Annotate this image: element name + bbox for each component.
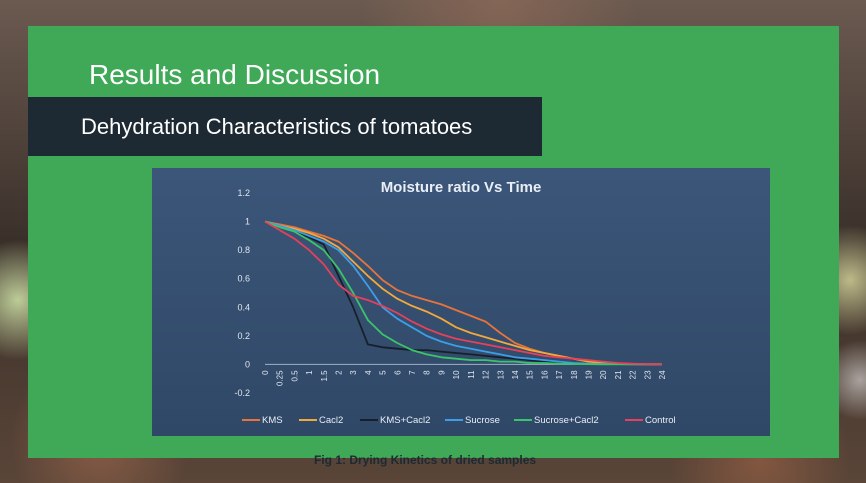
x-tick-label: 24: [658, 370, 667, 379]
x-tick-label: 1.5: [320, 370, 329, 382]
x-tick-label: 13: [496, 370, 505, 379]
x-tick-label: 16: [540, 370, 549, 379]
x-tick-label: 14: [511, 370, 520, 379]
legend-label: Control: [645, 415, 676, 426]
legend-label: Sucrose+Cacl2: [534, 415, 599, 426]
x-tick-label: 22: [629, 370, 638, 379]
x-tick-label: 8: [423, 370, 432, 375]
y-tick-label: 0.8: [237, 245, 250, 255]
y-tick-label: 1: [245, 217, 250, 227]
x-tick-label: 3: [349, 370, 358, 375]
legend-label: KMS+Cacl2: [380, 415, 430, 426]
x-tick-label: 23: [643, 370, 652, 379]
x-tick-label: 9: [437, 370, 446, 375]
y-tick-label: 0.4: [237, 302, 250, 312]
x-tick-label: 0.25: [276, 370, 285, 386]
y-tick-label: 0.2: [237, 331, 250, 341]
x-tick-label: 19: [584, 370, 593, 379]
slide: Dehydration Characteristics of tomatoes …: [28, 26, 839, 467]
x-tick-label: 0.5: [290, 370, 299, 382]
x-tick-label: 20: [599, 370, 608, 379]
moisture-ratio-chart: Moisture ratio Vs Time 1.2 1 0.8 0.6 0.4 0.2 0…: [234, 179, 676, 426]
y-tick-label: 1.2: [237, 188, 250, 198]
x-tick-label: 10: [452, 370, 461, 379]
series-lines: [264, 220, 663, 366]
x-tick-label: 6: [393, 370, 402, 375]
series-line-control: [264, 220, 663, 366]
series-line-cacl2: [264, 220, 662, 366]
chart-panel: Moisture ratio Vs Time 1.2 1 0.8 0.6 0.4 0.2 0…: [152, 168, 770, 436]
x-tick-label: 18: [570, 370, 579, 379]
series-line-sucrose: [264, 220, 662, 366]
x-tick-label: 11: [467, 370, 476, 379]
chart-title: Moisture ratio Vs Time: [381, 179, 542, 196]
legend-label: Sucrose: [465, 415, 500, 426]
legend-label: Cacl2: [319, 415, 343, 426]
y-tick-label: -0.2: [234, 388, 250, 398]
x-tick-label: 4: [364, 370, 373, 375]
slide-title: Results and Discussion: [89, 59, 381, 90]
x-axis: 0 0.25 0.5 1 1.5 2 3 4 5 6 7 8 9 10 11 12 13 14 15 16 17 18 19…: [261, 370, 667, 386]
x-tick-label: 12: [482, 370, 491, 379]
x-tick-label: 5: [379, 370, 388, 375]
slide-subtitle: Dehydration Characteristics of tomatoes: [81, 114, 473, 139]
legend-label: KMS: [262, 415, 283, 426]
legend: KMS Cacl2 KMS+Cacl2 Sucrose Sucrose+Cacl2 Con…: [242, 415, 676, 426]
series-line-sucrose-cacl2: [264, 220, 662, 366]
x-tick-label: 2: [335, 370, 344, 375]
x-tick-label: 7: [408, 370, 417, 375]
x-tick-label: 17: [555, 370, 564, 379]
x-tick-label: 0: [261, 370, 270, 375]
y-axis: 1.2 1 0.8 0.6 0.4 0.2 0 -0.2: [234, 188, 250, 398]
x-tick-label: 1: [305, 370, 314, 375]
y-tick-label: 0: [245, 359, 250, 369]
x-tick-label: 21: [614, 370, 623, 379]
y-tick-label: 0.6: [237, 274, 250, 284]
figure-caption: Fig 1: Drying Kinetics of dried samples: [314, 453, 537, 467]
x-tick-label: 15: [526, 370, 535, 379]
subtitle-bar: Dehydration Characteristics of tomatoes: [28, 97, 542, 156]
